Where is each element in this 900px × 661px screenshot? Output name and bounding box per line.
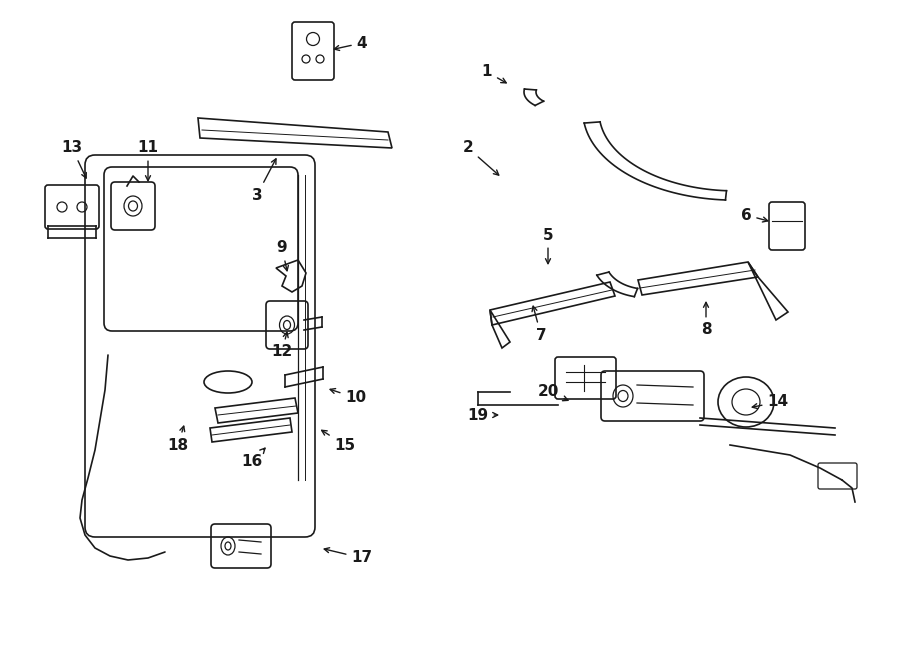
Text: 5: 5 (543, 227, 553, 264)
Text: 3: 3 (252, 159, 276, 202)
Text: 14: 14 (752, 395, 788, 410)
Text: 4: 4 (334, 36, 367, 50)
Text: 8: 8 (701, 302, 711, 338)
Text: 11: 11 (138, 141, 158, 180)
Text: 9: 9 (276, 241, 288, 271)
Text: 7: 7 (532, 306, 546, 342)
Text: 17: 17 (324, 548, 373, 566)
Text: 1: 1 (482, 65, 506, 83)
Text: 10: 10 (330, 389, 366, 405)
Text: 15: 15 (321, 430, 356, 453)
Text: 12: 12 (272, 332, 292, 360)
Text: 20: 20 (537, 385, 568, 401)
Text: 6: 6 (741, 208, 768, 223)
Text: 13: 13 (61, 141, 86, 178)
Text: 19: 19 (467, 407, 498, 422)
Text: 2: 2 (463, 141, 499, 175)
Text: 18: 18 (167, 426, 189, 453)
Text: 16: 16 (241, 448, 265, 469)
